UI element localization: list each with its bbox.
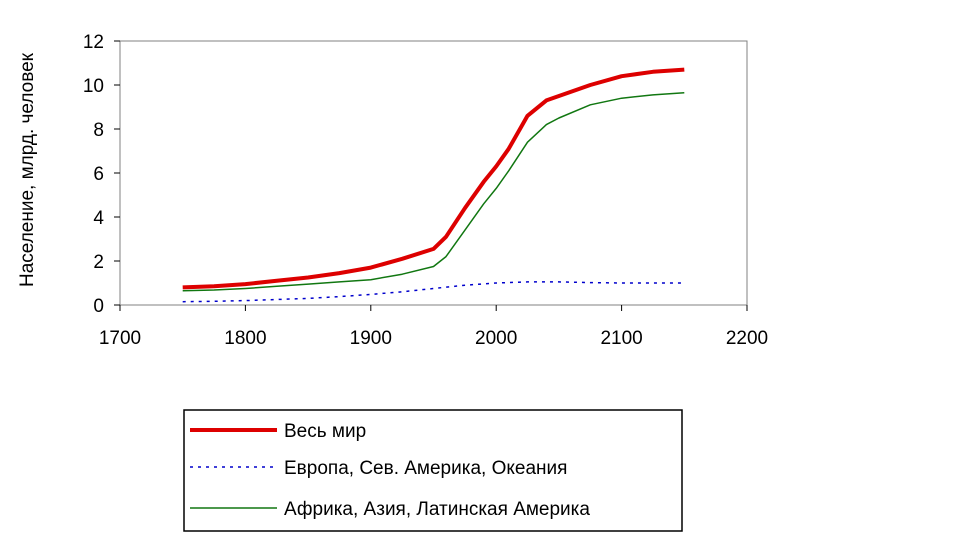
plot-area-frame bbox=[119, 40, 748, 306]
legend-label-0: Весь мир bbox=[284, 421, 366, 442]
x-tick-label: 1800 bbox=[224, 328, 266, 349]
series-line-2 bbox=[182, 91, 685, 292]
legend-label-2: Африка, Азия, Латинская Америка bbox=[284, 499, 590, 520]
x-tick-label: 1700 bbox=[99, 328, 141, 349]
y-tick-label: 4 bbox=[93, 208, 104, 229]
x-tick-label: 2100 bbox=[600, 328, 642, 349]
x-tick-label: 1900 bbox=[350, 328, 392, 349]
series-line-0 bbox=[182, 67, 685, 290]
y-tick-label: 8 bbox=[93, 120, 104, 141]
legend-label-1: Европа, Сев. Америка, Океания bbox=[284, 458, 567, 479]
y-tick-label: 6 bbox=[93, 164, 104, 185]
series-layer bbox=[182, 67, 685, 303]
y-tick-label: 10 bbox=[83, 76, 104, 97]
y-axis: 0 2 4 6 8 10 12 bbox=[83, 32, 120, 317]
series-line-1 bbox=[182, 281, 685, 303]
x-axis: 1700 1800 1900 2000 2100 2200 bbox=[99, 305, 768, 349]
y-tick-label: 0 bbox=[93, 296, 104, 317]
x-tick-label: 2000 bbox=[475, 328, 517, 349]
y-axis-title: Население, млрд. человек bbox=[17, 52, 38, 287]
legend: Весь мир Европа, Сев. Америка, Океания Афр… bbox=[183, 409, 683, 532]
x-tick-label: 2200 bbox=[726, 328, 768, 349]
y-tick-label: 12 bbox=[83, 32, 104, 53]
y-tick-label: 2 bbox=[93, 252, 104, 273]
